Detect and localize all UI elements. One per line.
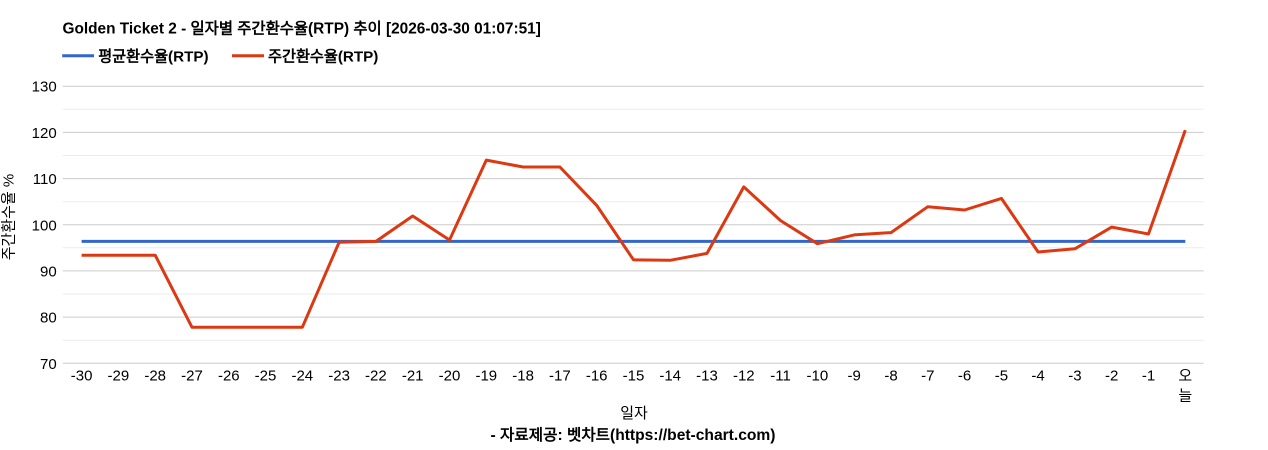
svg-text:늘: 늘 — [1178, 388, 1192, 405]
svg-text:-13: -13 — [696, 368, 718, 385]
svg-text:-14: -14 — [659, 368, 681, 385]
svg-text:일자: 일자 — [620, 405, 648, 422]
svg-text:-11: -11 — [770, 368, 791, 385]
svg-text:-28: -28 — [144, 368, 166, 385]
svg-text:주간환수율 %: 주간환수율 % — [1, 174, 18, 261]
svg-text:-3: -3 — [1068, 368, 1081, 385]
svg-text:-24: -24 — [291, 368, 313, 385]
svg-text:-27: -27 — [181, 368, 203, 385]
svg-text:주간환수율(RTP): 주간환수율(RTP) — [268, 48, 378, 66]
svg-text:-16: -16 — [586, 368, 608, 385]
svg-text:-9: -9 — [848, 368, 861, 385]
svg-text:-2: -2 — [1105, 368, 1118, 385]
svg-text:평균환수율(RTP): 평균환수율(RTP) — [98, 48, 208, 66]
svg-text:130: 130 — [32, 79, 57, 96]
svg-text:70: 70 — [40, 356, 57, 373]
svg-text:-1: -1 — [1142, 368, 1155, 385]
svg-text:-5: -5 — [995, 368, 1008, 385]
svg-text:110: 110 — [33, 171, 57, 188]
svg-text:-30: -30 — [71, 368, 93, 385]
svg-text:80: 80 — [40, 310, 57, 327]
svg-text:-25: -25 — [255, 368, 277, 385]
svg-text:-7: -7 — [921, 368, 934, 385]
svg-text:90: 90 — [40, 263, 57, 280]
svg-text:Golden Ticket 2 - 일자별 주간환수율(RT: Golden Ticket 2 - 일자별 주간환수율(RTP) 추이 [202… — [63, 19, 541, 38]
svg-text:-22: -22 — [365, 368, 387, 385]
svg-text:-21: -21 — [402, 368, 424, 385]
svg-text:-6: -6 — [958, 368, 971, 385]
svg-text:100: 100 — [32, 217, 57, 234]
svg-text:-12: -12 — [733, 368, 755, 385]
svg-text:-23: -23 — [328, 368, 350, 385]
svg-text:-26: -26 — [218, 368, 240, 385]
svg-text:-15: -15 — [623, 368, 645, 385]
svg-text:- 자료제공: 벳차트(https://bet-chart.: - 자료제공: 벳차트(https://bet-chart.com) — [491, 426, 776, 444]
svg-text:-4: -4 — [1031, 368, 1044, 385]
svg-text:-18: -18 — [512, 368, 534, 385]
svg-text:-19: -19 — [475, 368, 497, 385]
svg-text:-10: -10 — [807, 368, 829, 385]
svg-text:-20: -20 — [439, 368, 461, 385]
svg-text:-29: -29 — [108, 368, 130, 385]
svg-text:오: 오 — [1178, 368, 1192, 385]
svg-text:-8: -8 — [884, 368, 897, 385]
svg-text:120: 120 — [32, 125, 57, 142]
svg-text:-17: -17 — [549, 368, 571, 385]
